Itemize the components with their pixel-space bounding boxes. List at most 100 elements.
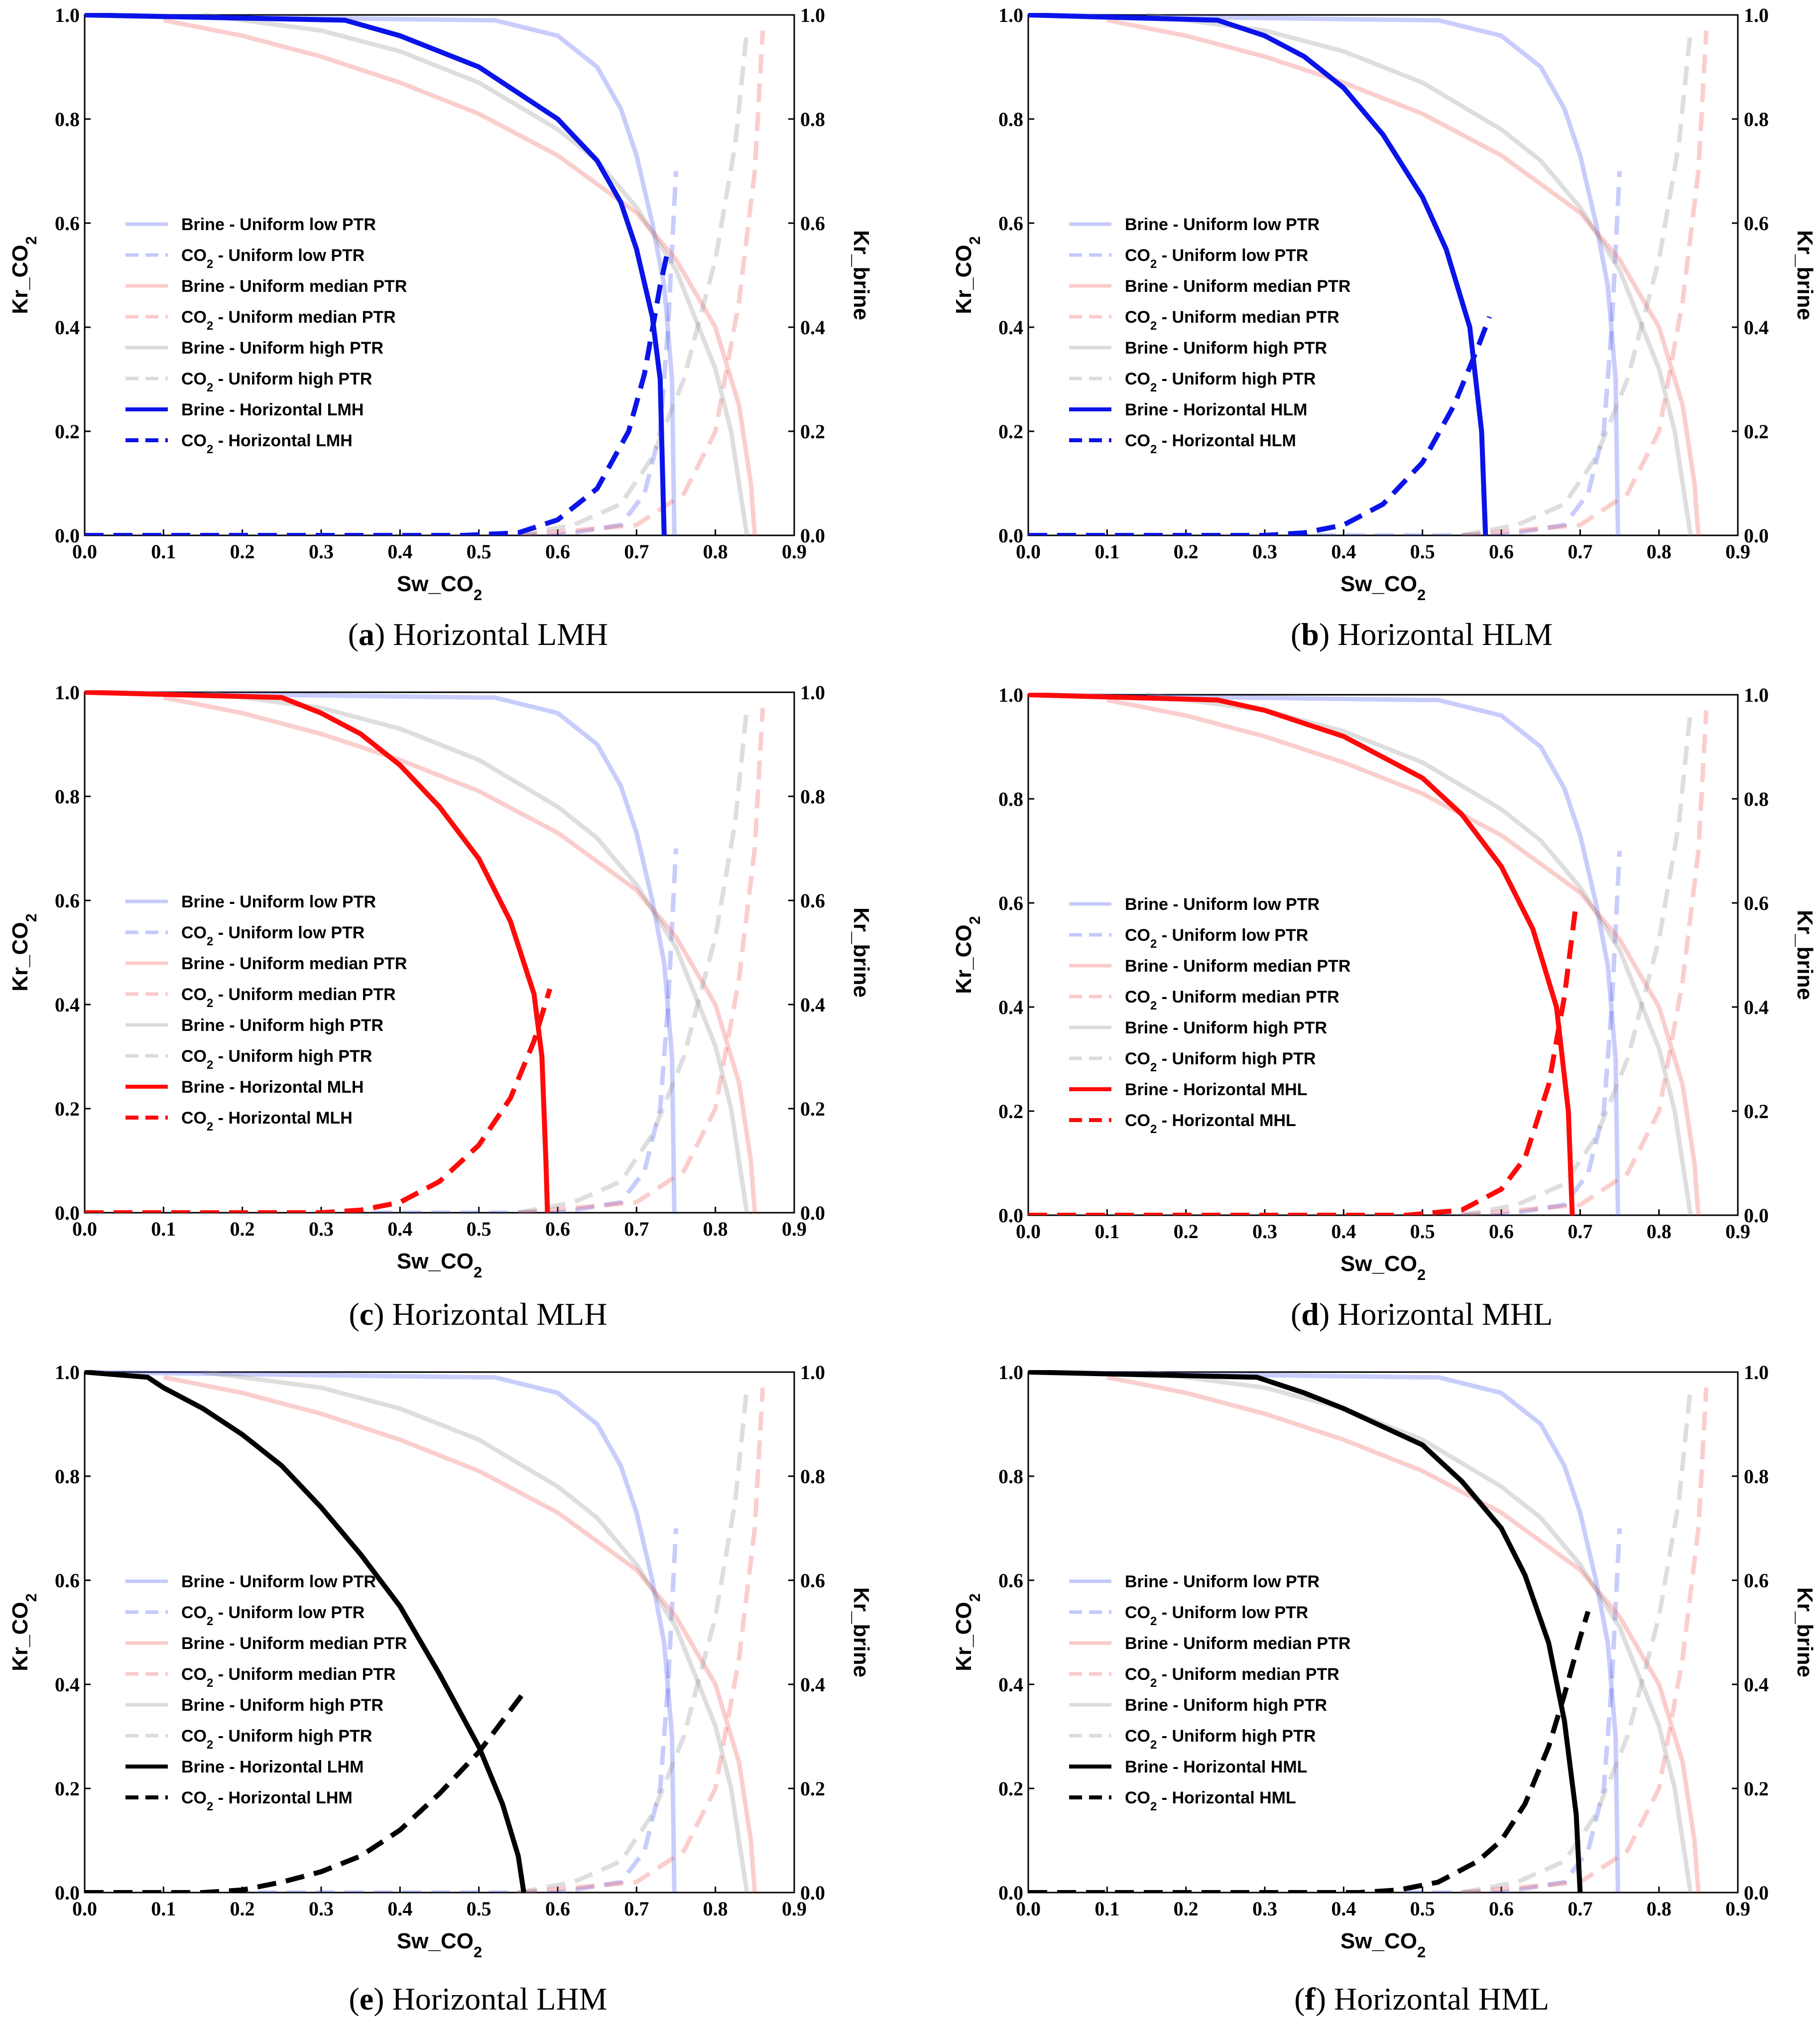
series-line-1 [1028,693,1620,1215]
legend-label: CO2 - Uniform high PTR [1125,1727,1316,1752]
series-line-4 [1461,710,1709,1215]
legend-label: Brine - Uniform median PTR [181,954,407,973]
legend-label: Brine - Uniform median PTR [181,277,407,296]
y-tick-label-left: 0.0 [998,1204,1023,1227]
chart-panel-a: 0.0 0.1 0.2 0.3 0.4 0.5 0.6 0.7 0.8 0.90.0 0.00.2 0… [8,4,873,604]
y-tick-label-right: 0.4 [800,994,825,1016]
y-tick-label-right: 0.6 [800,889,825,912]
series-line-3 [1106,698,1701,1215]
y-axis-label-left: Kr_CO2 [952,1593,983,1671]
series-group [1028,693,1709,1215]
series-line-5 [1146,13,1693,535]
legend-label: CO2 - Uniform low PTR [1125,1603,1308,1628]
y-tick-label-left: 0.0 [998,524,1023,547]
x-tick-label: 0.2 [230,1218,255,1240]
y-tick-label-right: 0.2 [1744,1777,1769,1800]
x-tick-label: 0.3 [1252,1898,1277,1920]
y-tick-label-right: 0.0 [1744,1204,1769,1227]
y-axis-label-right: Kr_brine [1793,230,1817,320]
y-tick-label-left: 1.0 [998,4,1023,26]
legend-label: Brine - Uniform low PTR [181,215,376,234]
series-line-7 [85,690,550,1213]
x-tick-label: 0.9 [1725,1898,1750,1920]
x-axis-label: Sw_CO2 [397,1929,482,1961]
legend-label: Brine - Uniform median PTR [1125,957,1350,976]
x-tick-label: 0.4 [387,1898,412,1920]
legend-label: Brine - Uniform median PTR [1125,1634,1350,1653]
y-tick-label-right: 0.8 [1744,1465,1769,1488]
y-tick-label-right: 0.2 [1744,1100,1769,1123]
y-tick-label-left: 0.6 [998,1569,1023,1592]
series-line-5 [1146,693,1693,1215]
series-line-4 [518,30,765,535]
y-tick-label-left: 0.8 [998,108,1023,130]
y-tick-label-left: 1.0 [998,684,1023,706]
x-tick-label: 0.7 [1568,1220,1592,1243]
series-line-8 [85,988,552,1213]
y-axis-label-right: Kr_brine [849,907,873,998]
legend-label: CO2 - Uniform low PTR [181,246,364,271]
y-tick-label-right: 0.6 [1744,1569,1769,1592]
y-tick-label-left: 0.8 [55,1465,80,1488]
x-tick-label: 0.4 [387,1218,412,1240]
x-tick-label: 0.5 [1410,1898,1435,1920]
legend-label: Brine - Uniform high PTR [1125,1696,1327,1715]
y-tick-label-right: 0.6 [1744,892,1769,914]
x-tick-label: 0.6 [1489,540,1514,563]
y-tick-label-right: 0.2 [800,420,825,443]
series-line-6 [517,707,749,1213]
legend-label: Brine - Horizontal LHM [181,1758,364,1776]
x-tick-label: 0.2 [1174,540,1199,563]
y-tick-label-right: 1.0 [800,4,825,26]
legend-label: Brine - Uniform low PTR [1125,1572,1320,1591]
x-tick-label: 0.1 [1094,540,1119,563]
x-tick-label: 0.4 [1331,540,1356,563]
series-line-3 [163,695,757,1213]
y-tick-label-right: 0.4 [800,316,825,339]
legend-label: CO2 - Uniform median PTR [181,985,396,1010]
y-axis-label-right: Kr_brine [849,1587,873,1677]
legend-label: Brine - Uniform low PTR [181,1572,376,1591]
x-tick-label: 0.6 [1489,1898,1514,1920]
x-tick-label: 0.0 [72,1218,97,1240]
y-tick-label-left: 1.0 [55,4,80,26]
x-tick-label: 0.8 [1647,1220,1672,1243]
x-tick-label: 0.8 [1647,1898,1672,1920]
legend-label: CO2 - Uniform median PTR [1125,1665,1339,1690]
y-tick-label-left: 0.2 [998,420,1023,443]
plot-frame [1027,14,1739,536]
legend-label: CO2 - Uniform median PTR [1125,308,1339,333]
x-tick-label: 0.9 [782,540,807,563]
legend-label: Brine - Uniform high PTR [181,1016,383,1035]
legend-label: CO2 - Uniform median PTR [1125,988,1339,1013]
x-tick-label: 0.0 [72,540,97,563]
y-tick-label-right: 0.8 [800,108,825,130]
legend-label: Brine - Horizontal HLM [1125,400,1307,419]
y-tick-label-left: 0.8 [55,108,80,130]
y-tick-label-left: 0.2 [998,1777,1023,1800]
y-tick-label-right: 0.0 [1744,1882,1769,1904]
x-tick-label: 0.1 [151,540,176,563]
x-tick-label: 0.8 [1647,540,1672,563]
x-tick-label: 0.3 [309,1218,334,1240]
legend-label: CO2 - Horizontal MLH [181,1109,353,1134]
x-tick-label: 0.0 [72,1898,97,1920]
y-tick-label-left: 0.8 [998,1465,1023,1488]
series-line-1 [1028,13,1620,535]
x-tick-label: 0.4 [387,540,412,563]
series-line-4 [1461,1388,1709,1893]
x-tick-label: 0.3 [1252,1220,1277,1243]
legend-label: CO2 - Horizontal LHM [181,1788,353,1813]
x-tick-label: 0.2 [230,1898,255,1920]
chart-panel-d: 0.0 0.1 0.2 0.3 0.4 0.5 0.6 0.7 0.8 0.90.0 0.00.2 0… [952,684,1817,1283]
legend-label: Brine - Uniform high PTR [1125,339,1327,358]
series-group [85,1370,765,1893]
panel-caption: (e) Horizontal LHM [349,1981,607,2017]
y-tick-label-right: 1.0 [1744,4,1769,26]
series-line-5 [202,690,749,1213]
x-tick-label: 0.0 [1016,540,1041,563]
series-group [85,690,765,1213]
x-tick-label: 0.7 [624,1218,649,1240]
series-line-4 [1461,30,1709,535]
series-line-8 [1028,1611,1590,1893]
